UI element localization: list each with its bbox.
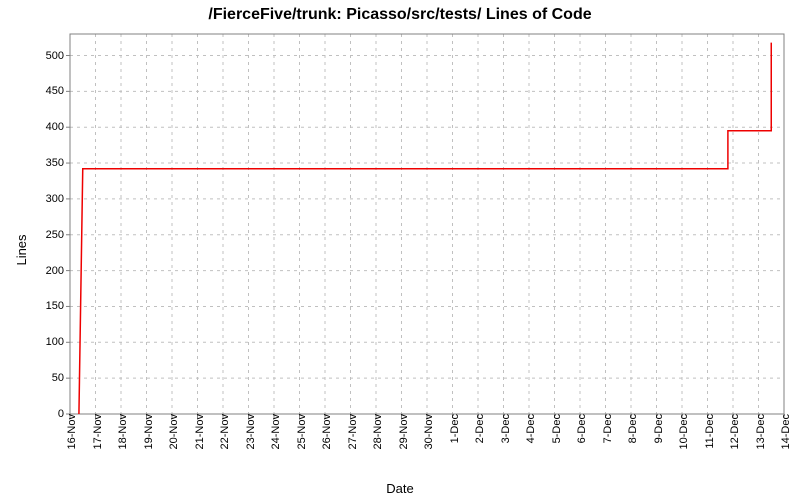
x-tick-label: 2-Dec <box>474 414 486 443</box>
x-tick-label: 26-Nov <box>321 414 333 449</box>
x-tick-label: 10-Dec <box>678 414 690 449</box>
y-tick-label: 350 <box>46 157 70 169</box>
x-tick-label: 21-Nov <box>194 414 206 449</box>
y-tick-label: 50 <box>52 372 70 384</box>
x-tick-label: 3-Dec <box>500 414 512 443</box>
series-loc <box>79 43 771 414</box>
x-tick-label: 22-Nov <box>219 414 231 449</box>
loc-chart: /FierceFive/trunk: Picasso/src/tests/ Li… <box>0 0 800 500</box>
y-tick-label: 450 <box>46 85 70 97</box>
x-tick-label: 5-Dec <box>551 414 563 443</box>
x-tick-label: 16-Nov <box>66 414 78 449</box>
x-tick-label: 9-Dec <box>653 414 665 443</box>
x-tick-label: 4-Dec <box>525 414 537 443</box>
x-tick-label: 14-Dec <box>780 414 792 449</box>
x-tick-label: 25-Nov <box>296 414 308 449</box>
x-tick-label: 17-Nov <box>92 414 104 449</box>
plot-svg <box>70 34 784 414</box>
chart-title: /FierceFive/trunk: Picasso/src/tests/ Li… <box>0 6 800 24</box>
y-tick-label: 100 <box>46 336 70 348</box>
x-tick-label: 29-Nov <box>398 414 410 449</box>
x-tick-label: 20-Nov <box>168 414 180 449</box>
x-tick-label: 30-Nov <box>423 414 435 449</box>
y-tick-label: 400 <box>46 121 70 133</box>
x-tick-label: 23-Nov <box>245 414 257 449</box>
x-tick-label: 6-Dec <box>576 414 588 443</box>
x-tick-label: 28-Nov <box>372 414 384 449</box>
x-tick-label: 27-Nov <box>347 414 359 449</box>
y-tick-label: 300 <box>46 193 70 205</box>
x-tick-label: 1-Dec <box>449 414 461 443</box>
x-tick-label: 19-Nov <box>143 414 155 449</box>
y-axis-label: Lines <box>14 234 29 265</box>
y-tick-label: 500 <box>46 50 70 62</box>
x-tick-label: 18-Nov <box>117 414 129 449</box>
y-tick-label: 250 <box>46 229 70 241</box>
x-tick-label: 7-Dec <box>602 414 614 443</box>
x-axis-label: Date <box>0 481 800 496</box>
plot-area: 05010015020025030035040045050016-Nov17-N… <box>70 34 784 414</box>
x-tick-label: 24-Nov <box>270 414 282 449</box>
y-tick-label: 200 <box>46 265 70 277</box>
x-tick-label: 13-Dec <box>755 414 767 449</box>
y-tick-label: 150 <box>46 300 70 312</box>
x-tick-label: 8-Dec <box>627 414 639 443</box>
x-tick-label: 11-Dec <box>704 414 716 449</box>
x-tick-label: 12-Dec <box>729 414 741 449</box>
